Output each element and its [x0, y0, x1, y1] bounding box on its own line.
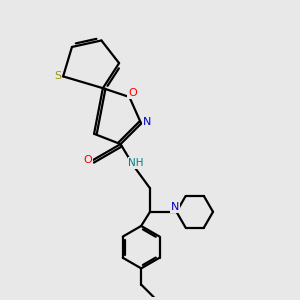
Text: NH: NH	[128, 158, 144, 168]
Text: O: O	[128, 88, 137, 98]
Text: S: S	[54, 71, 61, 81]
Text: O: O	[83, 155, 92, 165]
Text: N: N	[171, 202, 179, 212]
Text: N: N	[143, 117, 151, 127]
